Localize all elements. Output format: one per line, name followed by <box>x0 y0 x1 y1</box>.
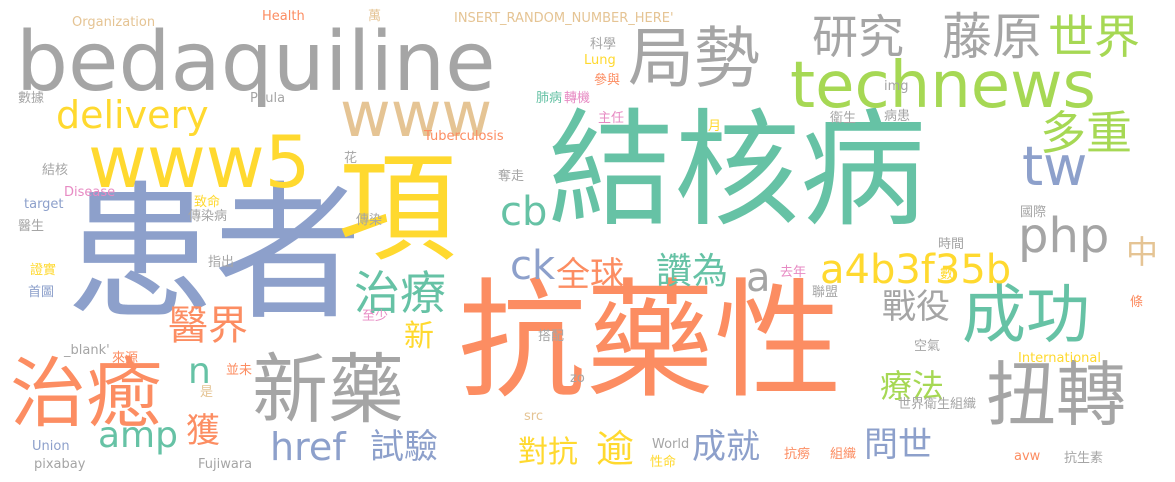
word-img: img <box>884 79 909 94</box>
word-niuzhuan: 扭轉 <box>986 354 1126 436</box>
word-kangyaoxing: 抗藥性 <box>458 267 843 416</box>
word-duozou: 奪走 <box>498 169 525 184</box>
word-health: Health <box>262 9 305 24</box>
word-wan: 萬 <box>368 9 382 24</box>
word-yisheng: 醫生 <box>18 219 45 234</box>
word-xin: 新 <box>404 319 434 354</box>
word-chuanran: 傳染 <box>356 213 383 228</box>
word-huanzhe: 患者 <box>66 168 362 340</box>
word-feibing: 肺病 <box>536 91 563 106</box>
word-quanqiu: 全球 <box>556 255 624 295</box>
word-kongqi: 空氣 <box>914 339 941 354</box>
word-zhiliao: 治療 <box>354 266 446 320</box>
word-jiehebing: 結核病 <box>548 97 926 244</box>
word-kangshengsu: 抗生素 <box>1064 451 1104 466</box>
word-shuju: 數據 <box>18 91 45 106</box>
word-lianmeng: 聯盟 <box>812 285 839 300</box>
word-ck: ck <box>510 243 556 289</box>
word-zo: zo <box>570 371 585 386</box>
word-guoji: 國際 <box>1020 205 1047 220</box>
word-weisheng: 衛生 <box>830 111 857 126</box>
word-zhiming: 致命 <box>194 195 221 210</box>
word-php: php <box>1018 208 1110 264</box>
word-shijian: 時間 <box>938 237 965 252</box>
word-href: href <box>270 425 346 469</box>
word-xinyao: 新藥 <box>252 345 404 434</box>
word-tw: tw <box>1022 135 1088 198</box>
word-zhiyu: 治癒 <box>10 349 162 438</box>
word-hua: 花 <box>344 151 358 166</box>
word-paula: Paula <box>250 91 286 106</box>
word-kexue: 科學 <box>590 37 617 52</box>
word-chuanranbing: 傳染病 <box>188 209 228 224</box>
word-zhong: 中 <box>1126 233 1159 271</box>
word-international: International <box>1018 351 1101 366</box>
word-www: www <box>340 78 493 151</box>
word-bedaquiline: bedaquiline <box>16 15 496 110</box>
word-yijie: 醫界 <box>168 303 248 349</box>
word-tengyuan: 藤原 <box>942 8 1042 66</box>
word-chengjiu: 成就 <box>692 427 760 467</box>
word-shi: 是 <box>200 385 214 400</box>
word-pixabay: pixabay <box>34 457 86 472</box>
word-duikang: 對抗 <box>518 435 578 470</box>
word-jiehe: 結核 <box>42 163 69 178</box>
word-who: 世界衛生組織 <box>898 397 977 412</box>
word-wenshi: 問世 <box>864 425 932 465</box>
word-shoutu: 首圖 <box>28 285 55 300</box>
word-lung: Lung <box>584 53 616 68</box>
word-blank: _blank' <box>64 343 110 358</box>
word-amp: amp <box>98 415 178 456</box>
word-xiang: 項 <box>338 140 457 278</box>
word-yu: 逾 <box>596 427 635 471</box>
word-avw: avw <box>1014 449 1041 464</box>
word-shijie: 世界 <box>1048 10 1140 64</box>
word-fujiwara: Fujiwara <box>198 457 253 472</box>
word-binghuan: 病患 <box>884 109 911 124</box>
word-world: World <box>652 437 690 452</box>
word-disease: Disease <box>64 185 116 200</box>
word-insert-random: INSERT_RANDOM_NUMBER_HERE' <box>454 11 674 26</box>
word-technews: technews <box>790 49 1096 123</box>
word-tuberculosis: Tuberculosis <box>424 129 504 144</box>
word-huo: 獲 <box>186 411 220 451</box>
word-xingming: 性命 <box>650 455 677 470</box>
word-laiyuan: 來源 <box>112 351 139 366</box>
word-kanglao: 抗癆 <box>784 447 811 462</box>
word-zanwei: 讚為 <box>656 251 729 292</box>
word-duozhong: 多重 <box>1040 106 1132 160</box>
word-src: src <box>524 409 543 424</box>
word-cb: cb <box>500 189 548 235</box>
word-a4b3f35b: a4b3f35b <box>820 247 1012 293</box>
word-zhengshi: 證實 <box>30 263 57 278</box>
word-zhuren: 主任 <box>598 111 625 126</box>
word-zhishao: 至少 <box>362 309 389 324</box>
word-canyu: 參與 <box>594 73 621 88</box>
word-zuzhi: 組織 <box>830 447 857 462</box>
word-qunian: 去年 <box>780 265 807 280</box>
word-www5: www5 <box>88 120 311 204</box>
word-yue: 月 <box>708 119 722 134</box>
word-tiao: 條 <box>1130 295 1144 310</box>
word-zhuanji: 轉機 <box>564 91 591 106</box>
word-yanjiu: 研究 <box>812 10 904 64</box>
word-organization: Organization <box>72 15 156 30</box>
word-a: a <box>746 255 771 301</box>
word-zhichu: 指出 <box>208 255 235 270</box>
word-shu: 數 <box>940 267 954 282</box>
word-jushi: 局勢 <box>628 20 760 97</box>
word-target: target <box>24 197 64 212</box>
word-chenggong: 成功 <box>962 279 1090 353</box>
word-shiyan: 試驗 <box>370 427 438 467</box>
word-n: n <box>188 351 211 392</box>
word-liaofa: 療法 <box>880 367 945 405</box>
word-delivery: delivery <box>56 93 209 137</box>
word-union: Union <box>32 439 70 454</box>
word-bingwei: 並未 <box>226 363 253 378</box>
word-dapei: 搭配 <box>538 329 565 344</box>
word-zhanyi: 戰役 <box>882 287 950 327</box>
